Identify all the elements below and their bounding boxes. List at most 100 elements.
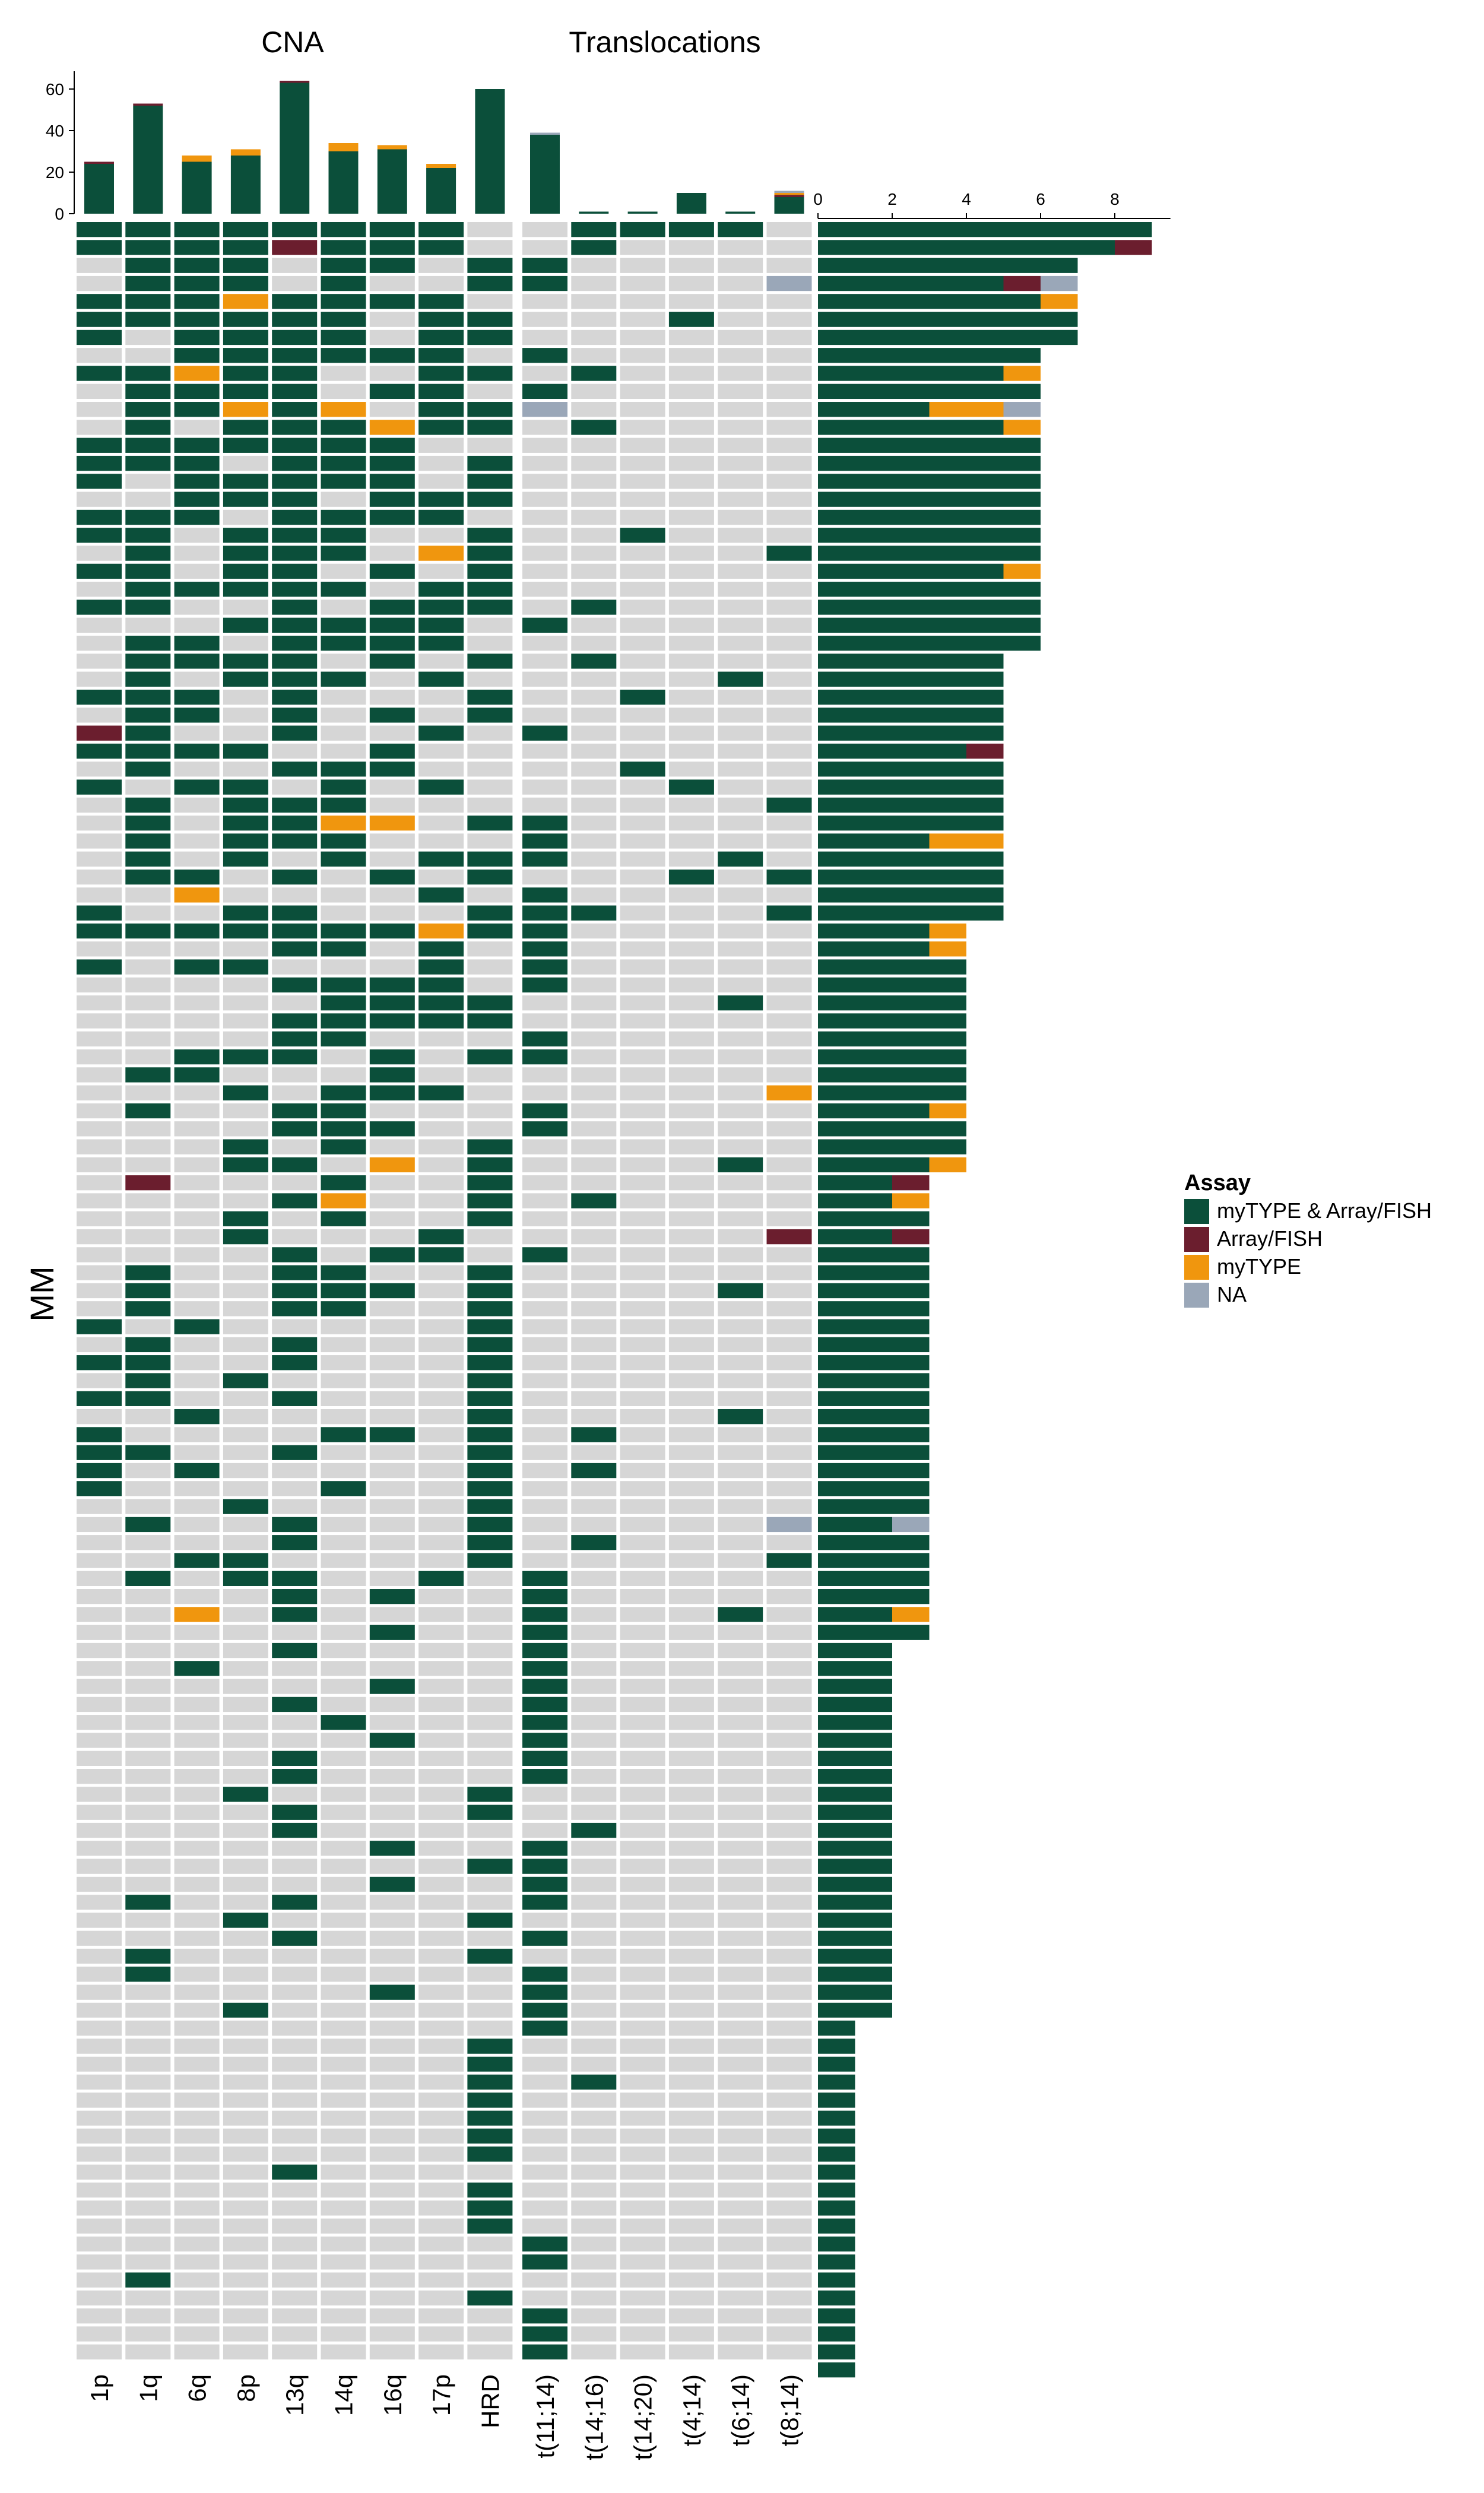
heatmap-cell <box>522 1409 567 1425</box>
heatmap-cell <box>223 671 268 687</box>
heatmap-cell <box>77 329 122 345</box>
heatmap-cell <box>77 1319 122 1334</box>
heatmap-cell <box>272 923 318 939</box>
heatmap-cell <box>321 1409 366 1425</box>
heatmap-cell <box>174 1427 220 1442</box>
heatmap-cell <box>467 905 513 921</box>
heatmap-cell <box>467 312 513 327</box>
heatmap-cell <box>571 1481 617 1496</box>
heatmap-cell <box>369 1949 415 1964</box>
heatmap-cell <box>467 258 513 273</box>
heatmap-cell <box>418 1535 464 1550</box>
heatmap-cell <box>223 1175 268 1191</box>
heatmap-cell <box>272 2038 318 2054</box>
heatmap-cell <box>766 1139 812 1154</box>
heatmap-cell <box>272 329 318 345</box>
heatmap-cell <box>272 2182 318 2198</box>
heatmap-cell <box>223 1229 268 1245</box>
heatmap-cell <box>223 689 268 705</box>
heatmap-cell <box>766 366 812 381</box>
heatmap-cell <box>223 1193 268 1209</box>
heatmap-cell <box>321 1895 366 1910</box>
heatmap-cell <box>418 2075 464 2090</box>
heatmap-cell <box>223 1750 268 1766</box>
right-bar-segment <box>818 959 966 975</box>
right-bar-segment <box>818 1085 966 1100</box>
heatmap-cell <box>620 1085 665 1100</box>
heatmap-cell <box>174 420 220 435</box>
heatmap-cell <box>125 1085 171 1100</box>
heatmap-cell <box>668 689 714 705</box>
heatmap-cell <box>272 1139 318 1154</box>
heatmap-cell <box>321 1157 366 1173</box>
heatmap-cell <box>571 420 617 435</box>
heatmap-cell <box>321 1769 366 1784</box>
heatmap-cell <box>272 1553 318 1568</box>
heatmap-cell <box>125 689 171 705</box>
y-axis-label: MM <box>23 1266 61 1321</box>
right-bar-segment <box>1003 402 1041 417</box>
heatmap-cell <box>272 2290 318 2306</box>
heatmap-cell <box>321 959 366 975</box>
heatmap-cell <box>223 222 268 237</box>
right-bar-segment <box>818 312 1078 327</box>
heatmap-cell <box>321 1193 366 1209</box>
heatmap-cell <box>467 1265 513 1280</box>
heatmap-cell <box>369 1607 415 1622</box>
heatmap-cell <box>321 1175 366 1191</box>
right-bar-segment <box>818 2075 855 2090</box>
heatmap-cell <box>766 2308 812 2324</box>
heatmap-cell <box>223 2308 268 2324</box>
heatmap-cell <box>522 294 567 309</box>
heatmap-cell <box>418 1967 464 1982</box>
heatmap-cell <box>321 329 366 345</box>
heatmap-cell <box>272 689 318 705</box>
heatmap-cell <box>125 654 171 669</box>
column-label: 1p <box>85 2374 113 2402</box>
heatmap-cell <box>272 1481 318 1496</box>
heatmap-cell <box>418 959 464 975</box>
heatmap-cell <box>571 491 617 507</box>
heatmap-cell <box>369 905 415 921</box>
heatmap-cell <box>718 1409 763 1425</box>
heatmap-cell <box>321 1319 366 1334</box>
heatmap-cell <box>522 383 567 399</box>
top-bar-segment <box>84 164 114 214</box>
heatmap-cell <box>77 1337 122 1353</box>
heatmap-cell <box>174 2146 220 2162</box>
heatmap-cell <box>571 779 617 795</box>
heatmap-cell <box>174 1858 220 1874</box>
heatmap-cell <box>766 1858 812 1874</box>
heatmap-cell <box>467 1301 513 1317</box>
heatmap-cell <box>223 420 268 435</box>
right-bar-segment <box>818 1571 930 1586</box>
heatmap-cell <box>718 437 763 453</box>
heatmap-cell <box>522 329 567 345</box>
heatmap-cell <box>668 2308 714 2324</box>
heatmap-cell <box>174 833 220 849</box>
heatmap-cell <box>418 1301 464 1317</box>
heatmap-cell <box>321 1876 366 1892</box>
heatmap-cell <box>668 1607 714 1622</box>
heatmap-cell <box>766 2254 812 2270</box>
heatmap-cell <box>418 923 464 939</box>
heatmap-cell <box>369 1283 415 1299</box>
heatmap-cell <box>77 1930 122 1946</box>
heatmap-cell <box>571 1661 617 1676</box>
heatmap-cell <box>668 222 714 237</box>
right-bar-segment <box>818 600 1041 615</box>
heatmap-cell <box>766 294 812 309</box>
heatmap-cell <box>467 491 513 507</box>
right-bar-segment <box>818 491 1041 507</box>
heatmap-cell <box>174 1517 220 1533</box>
heatmap-cell <box>77 1193 122 1209</box>
heatmap-cell <box>718 1841 763 1856</box>
heatmap-cell <box>369 582 415 597</box>
heatmap-cell <box>718 1661 763 1676</box>
heatmap-cell <box>321 2129 366 2144</box>
heatmap-cell <box>174 275 220 291</box>
heatmap-cell <box>77 1355 122 1371</box>
heatmap-cell <box>369 1499 415 1514</box>
heatmap-cell <box>418 762 464 777</box>
heatmap-cell <box>223 708 268 723</box>
